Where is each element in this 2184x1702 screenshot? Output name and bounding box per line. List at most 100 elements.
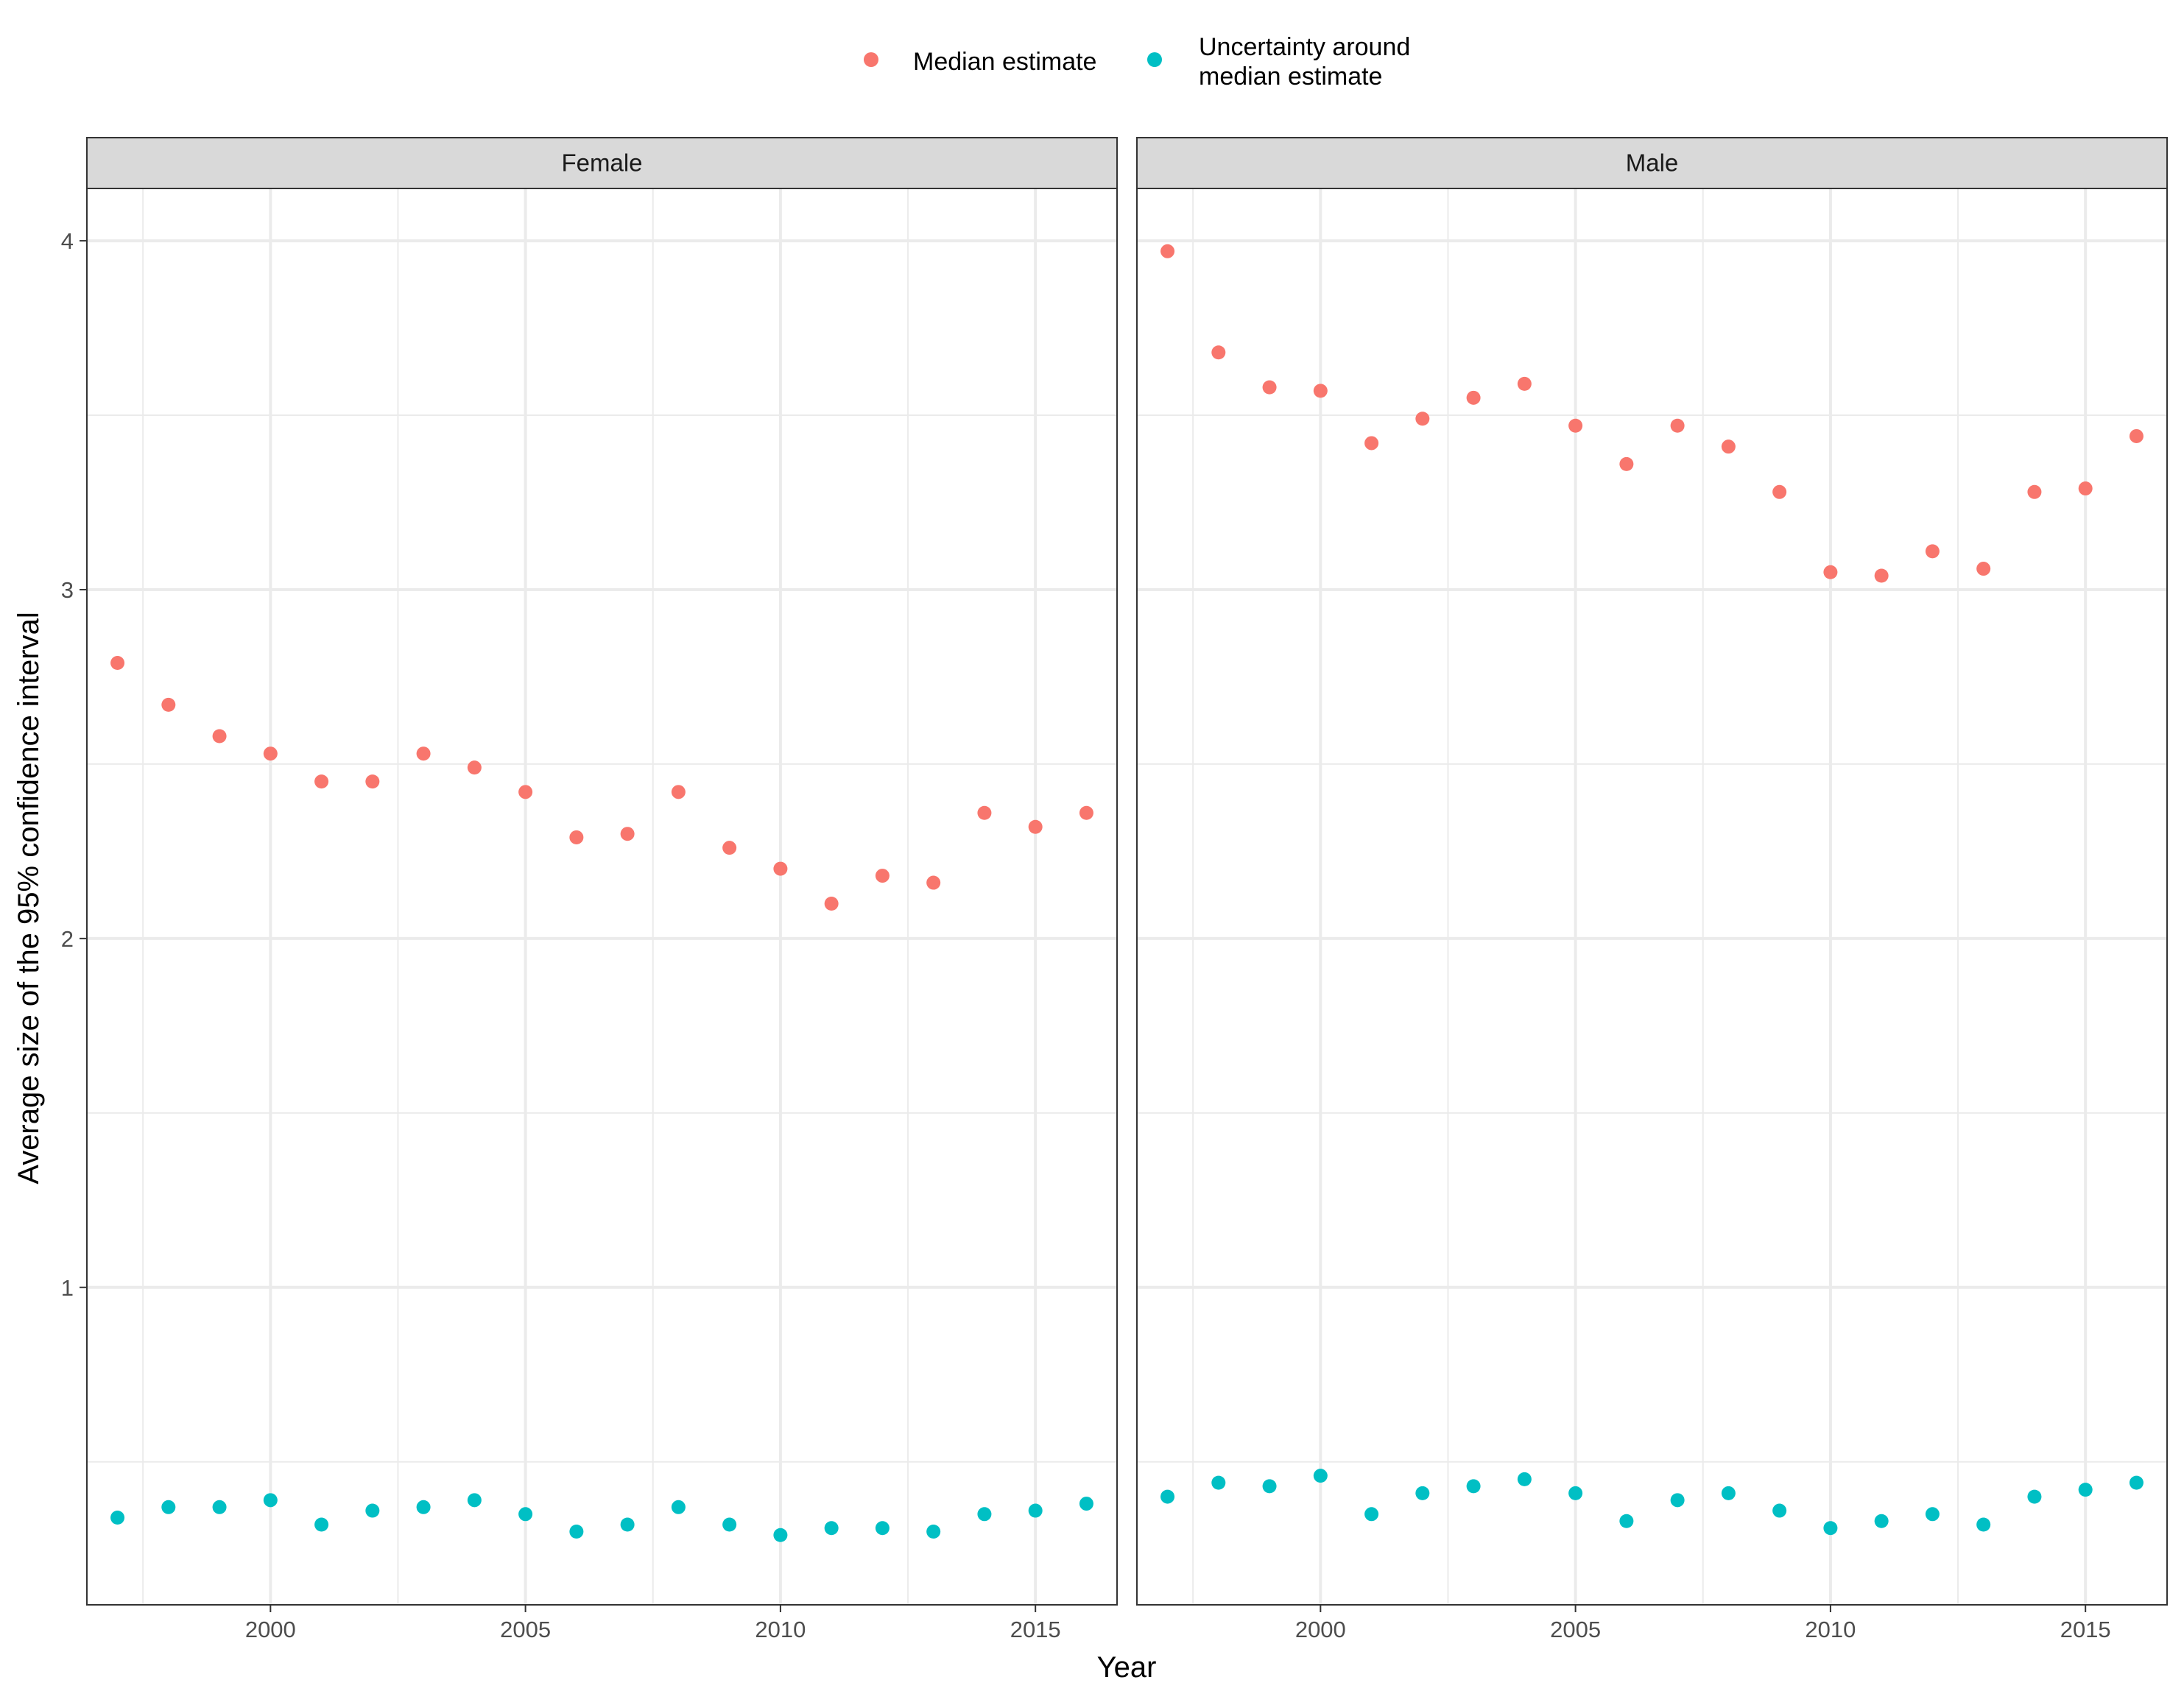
data-point-median [1079,805,1093,820]
data-point-median [2078,481,2093,496]
y-tick-label: 2 [61,926,74,952]
data-point-uncertainty [1313,1469,1328,1483]
data-point-uncertainty [1415,1486,1430,1500]
facet-strip-label: Female [561,149,642,177]
data-point-median [1160,244,1175,258]
data-point-uncertainty [722,1517,737,1532]
legend-label: Uncertainty around [1199,33,1410,61]
data-point-uncertainty [314,1517,329,1532]
data-point-uncertainty [1823,1521,1838,1536]
data-point-uncertainty [1568,1486,1583,1500]
data-point-median [314,774,329,789]
data-point-uncertainty [416,1500,431,1514]
data-point-uncertainty [1670,1493,1685,1508]
data-point-median [2129,428,2144,443]
legend: Median estimate Uncertainty aroundmedian … [864,33,1410,91]
legend-label: median estimate [1199,63,1382,91]
data-point-median [671,785,686,799]
data-point-median [1364,436,1379,451]
data-point-median [824,896,839,911]
data-point-median [1466,390,1481,405]
data-point-uncertainty [110,1511,125,1525]
facet-strip-label: Male [1626,149,1679,177]
x-tick-label: 2005 [500,1617,551,1642]
data-point-median [161,697,176,712]
x-tick-label: 2005 [1550,1617,1601,1642]
data-point-uncertainty [1160,1489,1175,1504]
data-point-median [1313,384,1328,398]
y-tick-label: 4 [61,228,74,254]
data-point-uncertainty [1772,1503,1787,1518]
data-point-uncertainty [1976,1517,1991,1532]
data-point-median [1721,439,1736,454]
data-point-uncertainty [1262,1479,1277,1494]
x-tick-label: 2015 [1010,1617,1061,1642]
legend-label: Median estimate [913,48,1096,76]
legend-key-uncertainty [1147,52,1162,67]
y-tick-label: 1 [61,1275,74,1301]
facet-panel-male: Male 2000 2005 2010 2015 [1136,137,2168,1642]
data-point-median [926,875,941,890]
data-point-uncertainty [1364,1507,1379,1522]
data-point-median [569,830,584,844]
data-point-median [722,841,737,855]
panel-background [1137,188,2167,1605]
data-point-uncertainty [824,1521,839,1536]
data-point-median [518,785,533,799]
data-point-median [1619,456,1634,471]
data-point-median [773,861,788,876]
data-point-median [2027,484,2042,499]
x-tick-label: 2000 [245,1617,296,1642]
data-point-uncertainty [1517,1472,1532,1486]
data-point-uncertainty [467,1493,482,1508]
data-point-median [977,805,992,820]
data-point-uncertainty [365,1503,380,1518]
data-point-uncertainty [620,1517,635,1532]
data-point-uncertainty [926,1524,941,1539]
data-point-median [1415,412,1430,426]
data-point-median [365,774,380,789]
data-point-median [620,827,635,841]
data-point-median [110,655,125,670]
data-point-median [1028,819,1043,834]
x-tick-label: 2015 [2060,1617,2111,1642]
x-tick-label: 2010 [755,1617,806,1642]
data-point-uncertainty [263,1493,278,1508]
facet-panels: Female 2000 2005 2010 2015 1 2 3 4 Male 2000 2005 20… [61,137,2168,1642]
data-point-uncertainty [1721,1486,1736,1500]
data-point-uncertainty [1466,1479,1481,1494]
data-point-uncertainty [569,1524,584,1539]
data-point-uncertainty [671,1500,686,1514]
data-point-uncertainty [2129,1475,2144,1490]
data-point-uncertainty [161,1500,176,1514]
data-point-median [212,729,227,744]
data-point-uncertainty [2078,1483,2093,1497]
data-point-uncertainty [875,1521,890,1536]
facet-strip [1136,137,2168,189]
x-axis-title: Year [1097,1651,1157,1684]
legend-item-median: Median estimate [864,48,1096,76]
data-point-median [1772,484,1787,499]
data-point-median [1925,544,1940,559]
data-point-uncertainty [773,1528,788,1542]
data-point-uncertainty [1874,1514,1889,1528]
facet-panel-female: Female 2000 2005 2010 2015 1 2 3 4 [61,137,1118,1642]
data-point-median [1823,565,1838,579]
data-point-median [1976,562,1991,576]
data-point-median [875,869,890,883]
data-point-uncertainty [1925,1507,1940,1522]
data-point-median [1517,376,1532,391]
data-point-median [1211,345,1226,360]
data-point-uncertainty [1211,1475,1226,1490]
panel-border [1136,188,2168,1606]
data-point-uncertainty [2027,1489,2042,1504]
data-point-uncertainty [212,1500,227,1514]
x-tick-label: 2010 [1805,1617,1856,1642]
data-point-uncertainty [1619,1514,1634,1528]
y-tick-label: 3 [61,577,74,603]
data-point-median [416,746,431,761]
data-point-uncertainty [1079,1497,1093,1511]
data-point-uncertainty [977,1507,992,1522]
panel-background [87,188,1117,1605]
